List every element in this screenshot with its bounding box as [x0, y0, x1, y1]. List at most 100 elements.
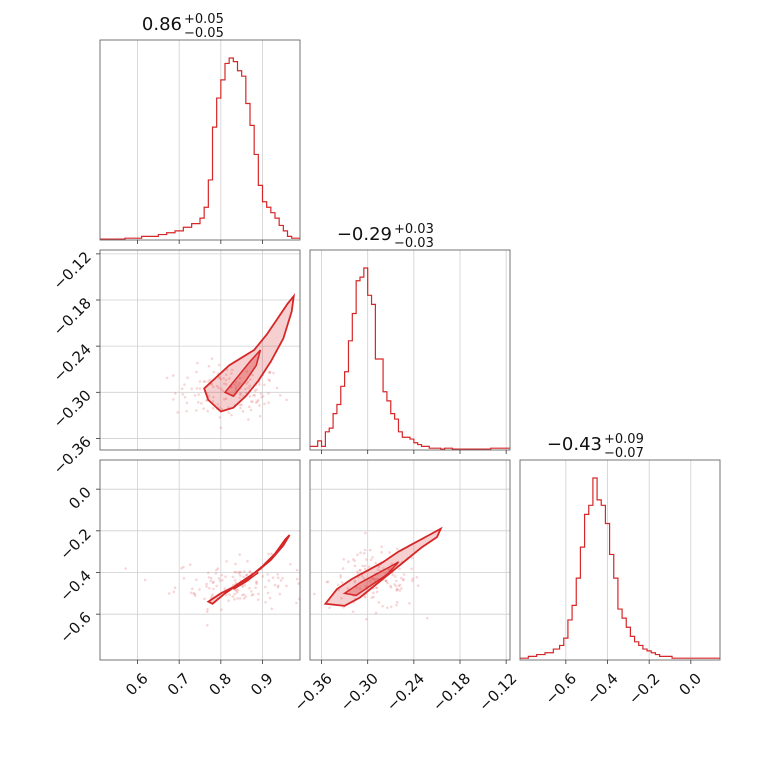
- pair-1-sample-point: [210, 595, 214, 598]
- pair-1-sample-point: [276, 585, 280, 589]
- pair-0-sample-point: [222, 382, 226, 385]
- pair-0-sample-point: [230, 368, 234, 372]
- pair-0-sample-point: [267, 401, 270, 404]
- xtick-label-2-2: −0.2: [625, 670, 663, 708]
- xtick-label-2-3: 0.0: [675, 670, 705, 700]
- pair-0-sample-point: [275, 386, 279, 390]
- pair-2-sample-point: [396, 588, 399, 591]
- pair-1-sample-point: [233, 592, 236, 596]
- pair-2-sample-point: [384, 579, 388, 582]
- pair-2-sample-point: [339, 574, 342, 577]
- pair-1-sample-point: [255, 580, 258, 583]
- pair-2-sample-point: [369, 558, 373, 562]
- pair-2-sample-point: [398, 589, 402, 592]
- pair-0-sample-point: [267, 378, 271, 381]
- pair-1-sample-point: [227, 599, 230, 602]
- pair-2-sample-point: [391, 573, 395, 577]
- pair-0-sample-point: [228, 377, 231, 380]
- pair-1-sample-point: [190, 587, 194, 591]
- pair-2-sample-point: [401, 578, 405, 582]
- pair-1-sample-point: [180, 566, 183, 570]
- pair-0-sample-point: [267, 371, 271, 374]
- pair-1-sample-point: [233, 598, 236, 601]
- pair-2-sample-point: [341, 567, 345, 570]
- pair-2-sample-point: [363, 564, 367, 568]
- pair-2-sample-point: [325, 580, 329, 584]
- pair-2-sample-point: [410, 556, 414, 560]
- pair-1-sample-point: [193, 592, 196, 596]
- pair-2-sample-point: [353, 579, 357, 583]
- pair-2-sample-point: [408, 601, 411, 605]
- pair-1-sample-point: [220, 608, 223, 611]
- pair-0-sample-point: [246, 380, 250, 384]
- pair-0-sample-point: [224, 378, 228, 382]
- pair-0-sample-point: [259, 392, 263, 395]
- pair-2-sample-point: [384, 579, 388, 583]
- pair-1-sample-point: [250, 590, 253, 593]
- pair-0-sample-point: [244, 387, 247, 391]
- pair-1-sample-point: [238, 553, 242, 556]
- pair-2-sample-point: [395, 587, 399, 591]
- pair-0-sample-point: [238, 396, 242, 400]
- param-2-median: −0.43: [547, 434, 602, 455]
- pair-0-sample-point: [230, 372, 233, 375]
- pair-1-sample-point: [266, 591, 270, 595]
- pair-1-sample-point: [206, 608, 209, 611]
- pair-2-sample-point: [377, 565, 380, 569]
- pair-0-sample-point: [212, 385, 215, 389]
- pair-1-sample-point: [172, 590, 176, 594]
- pair-2-sample-point: [400, 587, 403, 590]
- pair-2-sample-point: [363, 595, 367, 599]
- pair-1-sample-point: [233, 570, 237, 574]
- pair-0-sample-point: [234, 386, 238, 389]
- pair-1-sample-point: [279, 579, 283, 582]
- ytick-label-2-1: −0.4: [56, 567, 94, 605]
- pair-0-sample-point: [249, 408, 253, 412]
- pair-2-sample-point: [364, 531, 367, 535]
- pair-1-sample-point: [220, 573, 224, 577]
- pair-0-sample-point: [219, 426, 223, 429]
- pair-1-sample-point: [208, 586, 211, 590]
- pair-1-sample-point: [266, 573, 269, 576]
- pair-1-sample-point: [238, 574, 242, 577]
- pair-2-sample-point: [386, 581, 389, 585]
- pair-1-sample-point: [210, 576, 213, 580]
- pair-2-sample-point: [389, 584, 392, 588]
- pair-1-sample-point: [248, 586, 251, 590]
- pair-1-sample-point: [270, 607, 274, 611]
- pair-1-sample-point: [167, 592, 171, 595]
- pair-2-sample-point: [347, 560, 350, 564]
- pair-2-sample-point: [360, 574, 364, 578]
- pair-0-sample-point: [248, 395, 252, 398]
- pair-0-sample-point: [260, 395, 263, 399]
- pair-2-sample-point: [410, 567, 413, 571]
- pair-0-sample-point: [239, 406, 242, 410]
- pair-2-sample-point: [367, 565, 371, 569]
- pair-1-sample-point: [205, 610, 209, 614]
- pair-2-sample-point: [346, 587, 350, 590]
- xtick-label-1-1: −0.30: [337, 670, 382, 715]
- xtick-label-1-0: −0.36: [291, 670, 336, 715]
- xtick-label-0-1: 0.7: [164, 670, 194, 700]
- pair-0-contour-inner: [223, 349, 262, 398]
- pair-1-sample-point: [218, 579, 222, 583]
- pair-1-sample-point: [235, 589, 238, 593]
- pair-1-sample-point: [295, 577, 299, 581]
- pair-1-sample-point: [214, 572, 218, 575]
- ytick-label-2-2: −0.2: [56, 525, 94, 563]
- pair-0-sample-point: [216, 403, 220, 406]
- pair-0-sample-point: [206, 409, 209, 413]
- param-0-lower-error: −0.05: [184, 26, 224, 41]
- pair-2-sample-point: [353, 564, 357, 568]
- pair-0-sample-point: [196, 361, 199, 365]
- pair-2-contour-outer: [323, 526, 443, 607]
- pair-2-sample-point: [380, 551, 383, 554]
- ytick-label-2-0: −0.6: [56, 608, 94, 646]
- pair-0-sample-point: [203, 380, 207, 383]
- pair-2-sample-point: [425, 616, 429, 620]
- pair-2-sample-point: [326, 580, 330, 584]
- pair-1-sample-point: [263, 585, 267, 589]
- pair-1-sample-point: [255, 582, 258, 585]
- pair-1-sample-point: [143, 578, 147, 582]
